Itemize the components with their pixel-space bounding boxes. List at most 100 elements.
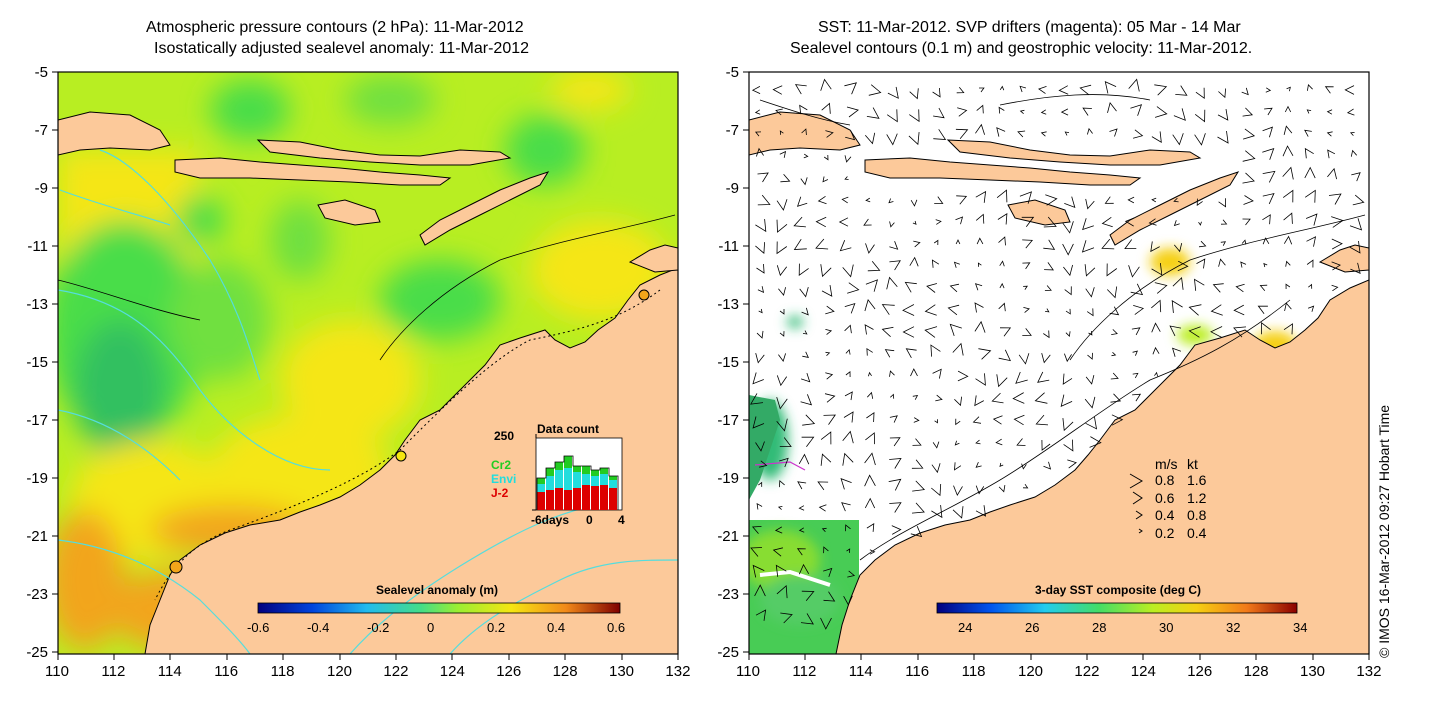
velocity-vector [779,309,785,315]
velocity-legend-header-ms: m/s [1155,456,1178,472]
velocity-vector [865,197,871,203]
velocity-vector [1019,191,1032,204]
velocity-vector [931,463,941,474]
velocity-vector [1111,329,1118,335]
velocity-vector [935,219,942,225]
inset-bars-green [537,456,617,484]
velocity-vector [820,431,832,445]
velocity-vector [796,548,806,556]
velocity-vector [1173,220,1180,227]
velocity-vector [998,236,1006,246]
velocity-vector [1212,283,1224,293]
velocity-vector [864,324,874,335]
velocity-vector [756,330,764,339]
left-map [58,72,678,654]
x-axis-label: 116 [214,663,239,680]
cape-land-right [1318,244,1369,273]
velocity-vector [844,391,853,401]
velocity-vector [1196,198,1203,206]
velocity-vector [1327,149,1336,159]
velocity-vector [1087,127,1093,135]
velocity-vector [891,525,902,535]
velocity-vector [1286,86,1291,92]
velocity-vector [815,216,827,228]
velocity-vector [866,523,875,532]
velocity-vector [934,419,938,424]
velocity-vector [1235,283,1245,293]
tide-gauge-marker [395,450,407,462]
velocity-vector [798,527,805,533]
y-axis-label: -5 [34,64,48,81]
y-axis-label: -25 [717,644,739,661]
velocity-vector [999,85,1005,91]
velocity-vector [889,502,902,513]
velocity-vector [825,305,835,315]
x-axis-label: 118 [270,663,295,680]
left-map-frame [57,71,679,655]
velocity-vector [912,394,919,400]
velocity-vector [1154,371,1158,377]
velocity-vector [756,502,763,510]
velocity-vector [889,221,895,228]
velocity-vector [908,132,920,146]
velocity-vector [844,176,849,180]
left-title-line1: Atmospheric pressure contours (2 hPa): 1… [146,19,524,36]
velocity-vector [845,348,851,355]
velocity-vector [1305,213,1318,226]
velocity-vector [1018,353,1030,365]
velocity-vector [1065,331,1071,338]
velocity-vector [975,213,985,224]
velocity-vector [1043,330,1050,339]
velocity-vector [752,416,765,429]
velocity-vector [823,567,833,578]
velocity-vector [794,84,807,95]
velocity-vector [886,133,898,146]
velocity-vector [1285,260,1291,267]
velocity-vector [1171,300,1183,313]
x-axis-label: 130 [1300,663,1326,680]
velocity-vector [751,526,762,534]
velocity-vector [1019,109,1025,115]
velocity-vector [1220,241,1227,246]
velocity-vector [1035,414,1049,426]
velocity-vector [1259,284,1268,292]
velocity-vector [998,349,1011,362]
velocity-vector [775,108,783,116]
velocity-vector [886,109,898,123]
velocity-vector [934,196,944,204]
velocity-vector [1188,304,1202,316]
velocity-vector [1326,109,1333,115]
velocity-vector [1344,85,1355,95]
lesser-sunda-land [174,157,452,186]
velocity-vector [930,344,941,357]
velocity-vector [1173,108,1186,121]
velocity-vector [776,219,788,233]
velocity-vector [1062,418,1074,432]
velocity-vector [1128,78,1140,92]
velocity-vector [757,172,769,183]
velocity-vector [1037,371,1050,383]
colorbar-tick-label: 30 [1159,620,1174,635]
lesser-sunda-land-right [864,157,1142,186]
velocity-legend-value-kt: 1.2 [1187,489,1207,506]
velocity-vector [933,239,939,246]
velocity-vector [1045,194,1058,206]
velocity-vector [1331,238,1343,250]
velocity-vector [1015,371,1028,384]
svp-drifter-track [754,461,806,471]
velocity-vector [1111,414,1124,426]
colorbar-tick-label: -0.6 [247,620,270,635]
velocity-vector [1079,84,1092,96]
velocity-vector [1220,219,1228,225]
velocity-vector [1284,302,1292,311]
velocity-vector [801,436,815,448]
velocity-legend-value-kt: 1.6 [1187,472,1207,488]
right-axis-ticks [743,71,1370,660]
velocity-vector [1128,265,1140,278]
velocity-vector [1242,172,1255,184]
velocity-vector [839,240,852,252]
velocity-vector [818,504,827,512]
velocity-vector [999,260,1005,267]
velocity-vector [1127,196,1135,204]
